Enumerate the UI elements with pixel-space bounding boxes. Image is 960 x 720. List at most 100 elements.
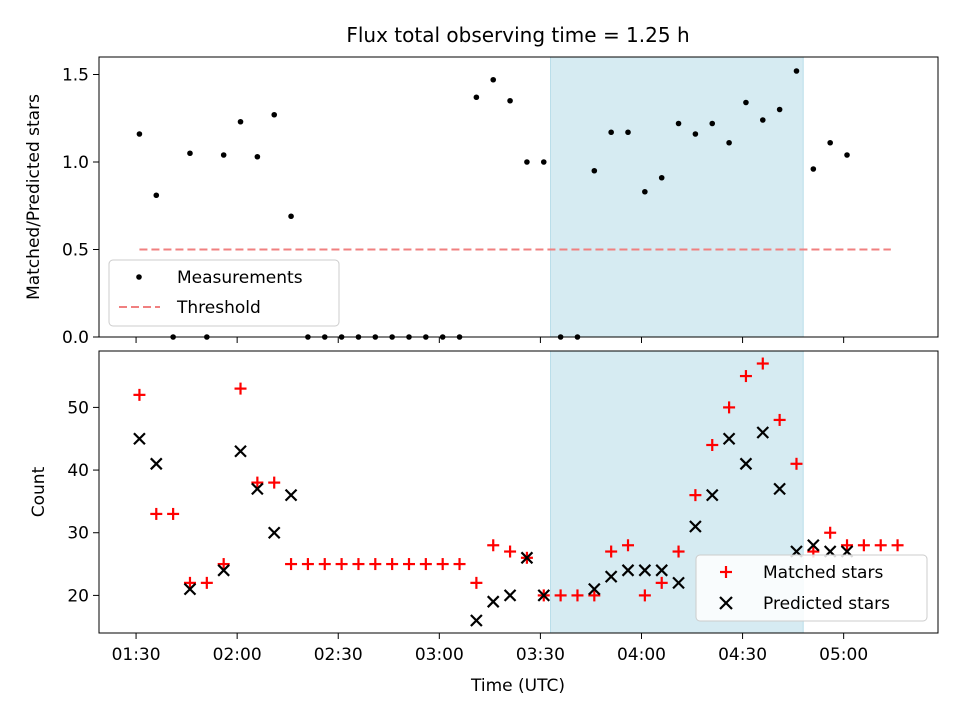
bottom-ytick-label: 50 xyxy=(67,398,89,418)
predicted-star-point xyxy=(655,564,668,577)
matched-star-point xyxy=(655,576,668,589)
legend-threshold-label: Threshold xyxy=(176,298,261,318)
matched-star-point xyxy=(402,558,415,571)
bottom-xtick-label: 04:30 xyxy=(718,645,767,665)
bottom-xtick-label: 03:30 xyxy=(516,645,565,665)
measurement-point xyxy=(743,99,749,106)
matched-star-point xyxy=(638,589,651,602)
matched-star-point xyxy=(234,382,247,395)
matched-star-point xyxy=(756,357,769,370)
measurement-point xyxy=(709,120,716,127)
top-ytick-label: 0.5 xyxy=(62,241,89,261)
matched-star-point xyxy=(318,558,331,571)
bottom-axes-frame xyxy=(98,350,939,634)
matched-star-point xyxy=(622,539,635,552)
measurement-point xyxy=(810,166,817,172)
predicted-star-point xyxy=(604,570,618,583)
predicted-star-point xyxy=(588,582,601,596)
predicted-star-point xyxy=(503,589,517,602)
predicted-star-point xyxy=(705,488,719,502)
top-y-axis: 0.0 0.5 1.0 1.5 xyxy=(62,66,99,348)
measurement-point xyxy=(827,139,833,146)
measurement-point xyxy=(136,131,143,137)
bottom-x-label: Time (UTC) xyxy=(470,676,565,696)
bottom-xtick-label: 05:00 xyxy=(819,645,868,665)
matched-star-point xyxy=(183,576,196,589)
top-ytick-label: 1.0 xyxy=(62,153,89,173)
measurement-points xyxy=(136,68,850,340)
bottom-xtick-label: 04:00 xyxy=(617,645,666,665)
bottom-xtick-label: 02:00 xyxy=(213,645,262,665)
predicted-star-point xyxy=(486,595,500,608)
measurement-point xyxy=(271,111,278,118)
matched-star-point xyxy=(386,558,399,571)
predicted-star-point xyxy=(217,564,230,577)
matched-star-point xyxy=(167,507,180,520)
matched-star-point xyxy=(824,526,837,539)
predicted-star-point xyxy=(638,564,652,577)
predicted-star-point xyxy=(470,614,483,627)
predicted-star-point xyxy=(807,538,820,552)
predicted-star-point xyxy=(689,520,702,533)
measurement-point xyxy=(726,139,732,146)
legend-measurements-marker xyxy=(136,274,142,280)
legend-matched-marker xyxy=(720,566,732,578)
matched-star-point xyxy=(790,457,803,470)
measurement-point xyxy=(675,120,682,127)
matched-star-point xyxy=(301,558,314,571)
legend-predicted-marker xyxy=(719,596,733,610)
measurement-point xyxy=(220,152,227,158)
chart-title: Flux total observing time = 1.25 h xyxy=(346,23,689,47)
bottom-xtick-label: 02:30 xyxy=(314,645,363,665)
predicted-star-point xyxy=(537,589,551,602)
predicted-star-point xyxy=(267,526,281,540)
predicted-star-point xyxy=(133,432,146,446)
predicted-star-point xyxy=(672,576,685,590)
matched-star-point xyxy=(419,558,432,571)
measurement-point xyxy=(540,159,547,165)
matched-star-point xyxy=(689,489,702,502)
bottom-ytick-label: 30 xyxy=(67,524,89,544)
measurement-point xyxy=(692,131,699,137)
bottom-xtick-label: 03:00 xyxy=(415,645,464,665)
measurement-point xyxy=(524,159,530,165)
measurement-point xyxy=(507,97,513,104)
matched-star-point xyxy=(335,558,348,571)
top-ytick-label: 1.5 xyxy=(62,66,89,86)
measurement-point xyxy=(658,174,665,181)
matched-star-point xyxy=(874,539,887,552)
top-y-label: Matched/Predicted stars xyxy=(24,94,44,300)
measurement-point xyxy=(237,118,244,125)
top-ytick-label: 0.0 xyxy=(62,328,89,348)
measurement-point xyxy=(608,129,614,136)
matched-star-point xyxy=(891,539,904,552)
predicted-star-point xyxy=(251,482,264,496)
predicted-star-point xyxy=(183,582,197,596)
measurement-point xyxy=(776,106,783,113)
matched-stars-points xyxy=(133,357,904,602)
measurement-point xyxy=(793,68,800,74)
measurement-point xyxy=(844,152,850,158)
bottom-xtick-label: 01:30 xyxy=(112,645,161,665)
matched-star-point xyxy=(436,558,449,571)
predicted-star-point xyxy=(284,488,298,502)
measurement-point xyxy=(759,117,766,123)
measurement-point xyxy=(473,94,480,101)
measurement-point xyxy=(642,188,648,195)
matched-star-point xyxy=(554,589,567,602)
predicted-star-point xyxy=(739,457,753,471)
matched-star-point xyxy=(217,558,230,571)
matched-star-point xyxy=(133,388,146,401)
highlight-span-top xyxy=(550,56,804,338)
bottom-ytick-label: 40 xyxy=(67,461,89,481)
matched-star-point xyxy=(739,370,752,383)
matched-star-point xyxy=(723,401,736,414)
matched-star-point xyxy=(200,576,213,589)
matched-star-point xyxy=(369,558,382,571)
matched-star-point xyxy=(857,539,870,552)
measurement-point xyxy=(153,192,160,199)
measurement-point xyxy=(187,150,193,157)
legend-predicted-label: Predicted stars xyxy=(763,594,890,614)
matched-star-point xyxy=(588,589,601,602)
predicted-star-point xyxy=(150,457,163,471)
